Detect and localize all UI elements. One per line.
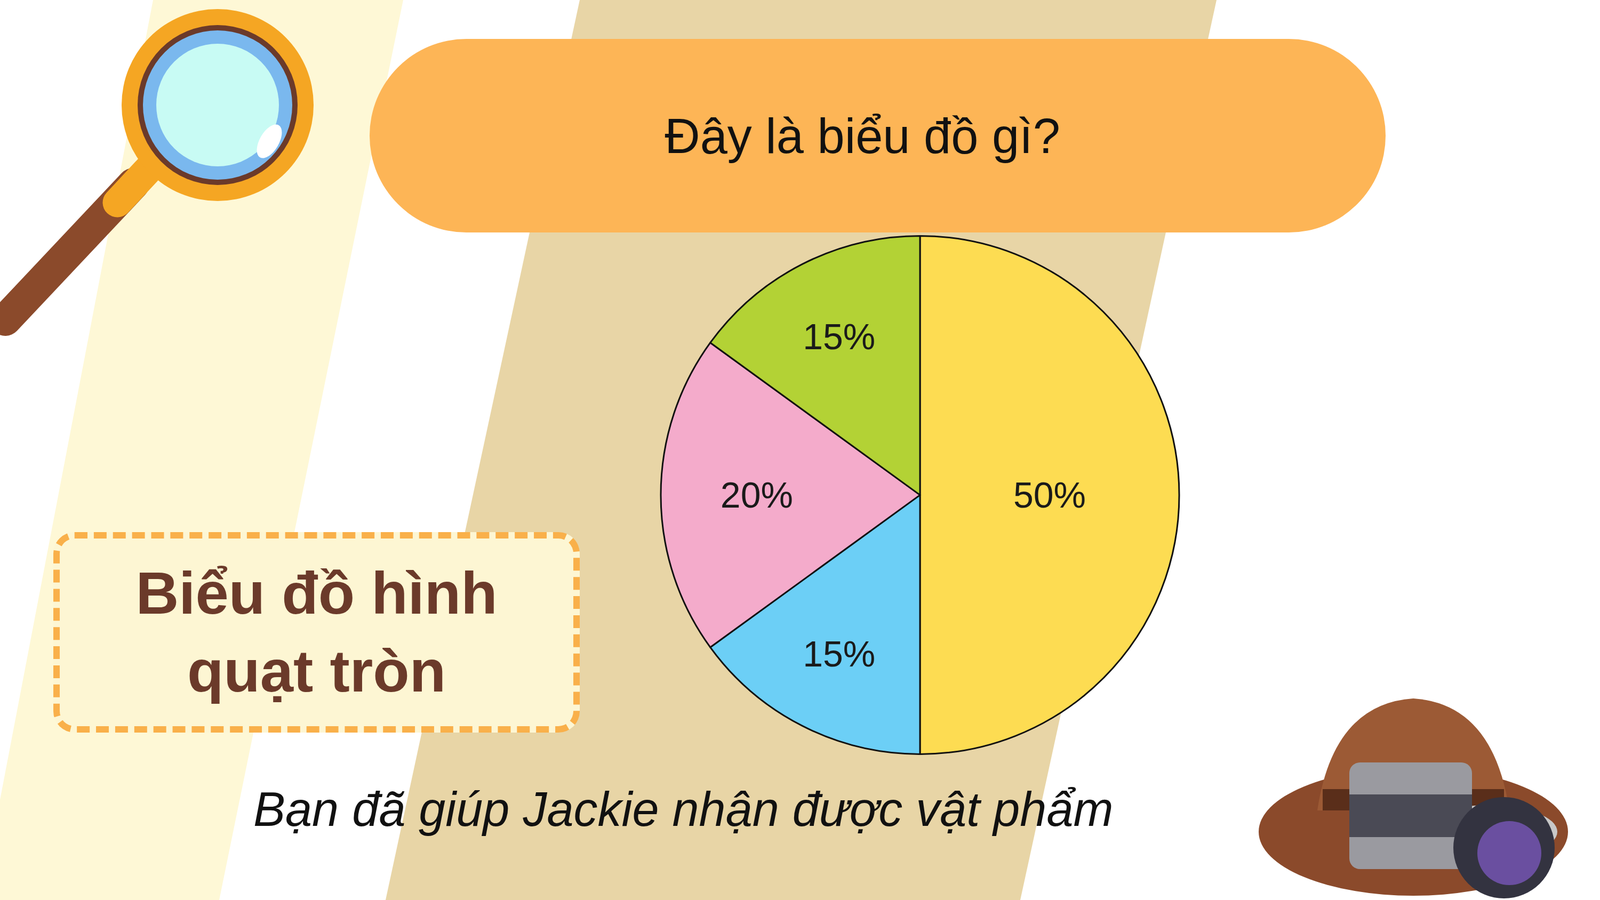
svg-text:15%: 15% [802,316,876,357]
svg-text:50%: 50% [1013,474,1086,516]
svg-text:Bạn đã giúp Jackie nhận được v: Bạn đã giúp Jackie nhận được vật phẩm [253,782,1114,837]
html-text:Biểu đồ hình quạt tròn: Biểu đồ hình quạt tròn [135,560,498,705]
svg-text:20%: 20% [720,474,794,516]
svg-text:15%: 15% [802,633,876,675]
svg-text:Đây là biểu đồ gì?: Đây là biểu đồ gì? [664,108,1061,164]
